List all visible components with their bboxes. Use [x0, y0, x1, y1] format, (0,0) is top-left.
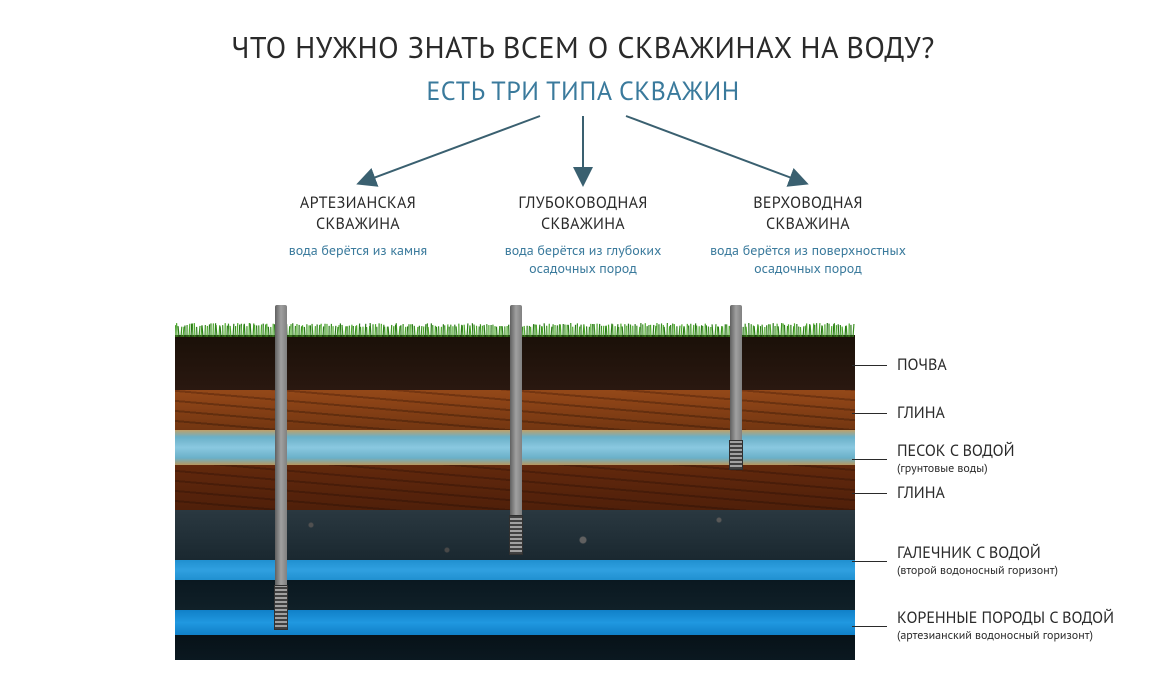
well-name-line2: СКВАЖИНА [708, 214, 908, 235]
well-desc: вода берётся из поверхностных осадочных … [708, 235, 908, 277]
layer-label-row: ПЕСОК С ВОДОЙ(грунтовые воды) [870, 443, 1014, 476]
soil-layer-bedrock_bottom [175, 635, 855, 660]
arrow-left [0, 108, 1166, 193]
well-screen-0 [274, 585, 288, 630]
soil-diagram [175, 335, 855, 665]
label-text-wrap: КОРЕННЫЕ ПОРОДЫ С ВОДОЙ(артезианский вод… [897, 610, 1114, 643]
label-text-wrap: ГАЛЕЧНИК С ВОДОЙ(второй водоносный гориз… [897, 545, 1058, 578]
well-name-line2: СКВАЖИНА [483, 214, 683, 235]
label-text-wrap: ГЛИНА [897, 485, 945, 503]
main-title: ЧТО НУЖНО ЗНАТЬ ВСЕМ О СКВАЖИНАХ НА ВОДУ… [0, 0, 1166, 67]
label-leader-line [852, 365, 887, 366]
label-leader-line [852, 626, 887, 627]
label-leader-line [852, 493, 887, 494]
well-desc: вода берётся из глубоких осадочных пород [483, 235, 683, 277]
layer-label-subtext: (второй водоносный горизонт) [897, 563, 1058, 578]
well-name-line1: ГЛУБОКОВОДНАЯ [483, 193, 683, 214]
label-leader-line [852, 459, 887, 460]
layer-label-row: ПОЧВА [870, 357, 947, 375]
well-pipe-0 [275, 305, 287, 630]
well-screen-1 [509, 515, 523, 555]
diagram-left-shadow [125, 321, 175, 661]
layer-label-text: ГАЛЕЧНИК С ВОДОЙ [897, 545, 1058, 563]
layer-label-subtext: (артезианский водоносный горизонт) [897, 628, 1114, 643]
layer-label-row: ГЛИНА [870, 485, 945, 503]
subtitle: ЕСТЬ ТРИ ТИПА СКВАЖИН [0, 67, 1166, 108]
well-label-shallow: ВЕРХОВОДНАЯ СКВАЖИНА вода берётся из пов… [708, 193, 908, 277]
label-leader-line [852, 413, 887, 414]
well-labels-row: АРТЕЗИАНСКАЯ СКВАЖИНА вода берётся из ка… [258, 193, 908, 277]
layer-label-text: ПЕСОК С ВОДОЙ [897, 443, 1014, 461]
well-name-line1: АРТЕЗИАНСКАЯ [258, 193, 458, 214]
layer-label-text: ПОЧВА [897, 357, 947, 375]
layer-label-row: ГЛИНА [870, 405, 945, 423]
well-screen-2 [729, 440, 743, 470]
layer-label-row: ГАЛЕЧНИК С ВОДОЙ(второй водоносный гориз… [870, 545, 1058, 578]
well-desc: вода берётся из камня [258, 235, 458, 259]
layer-label-text: ГЛИНА [897, 485, 945, 503]
well-label-deep: ГЛУБОКОВОДНАЯ СКВАЖИНА вода берётся из г… [483, 193, 683, 277]
layer-label-text: КОРЕННЫЕ ПОРОДЫ С ВОДОЙ [897, 610, 1114, 628]
layer-label-row: КОРЕННЫЕ ПОРОДЫ С ВОДОЙ(артезианский вод… [870, 610, 1114, 643]
label-leader-line [852, 561, 887, 562]
well-label-artesian: АРТЕЗИАНСКАЯ СКВАЖИНА вода берётся из ка… [258, 193, 458, 277]
arrows-container [0, 108, 1166, 193]
label-text-wrap: ПЕСОК С ВОДОЙ(грунтовые воды) [897, 443, 1014, 476]
label-text-wrap: ГЛИНА [897, 405, 945, 423]
well-name-line2: СКВАЖИНА [258, 214, 458, 235]
layer-label-subtext: (грунтовые воды) [897, 461, 1014, 476]
label-text-wrap: ПОЧВА [897, 357, 947, 375]
well-name-line1: ВЕРХОВОДНАЯ [708, 193, 908, 214]
layer-label-text: ГЛИНА [897, 405, 945, 423]
